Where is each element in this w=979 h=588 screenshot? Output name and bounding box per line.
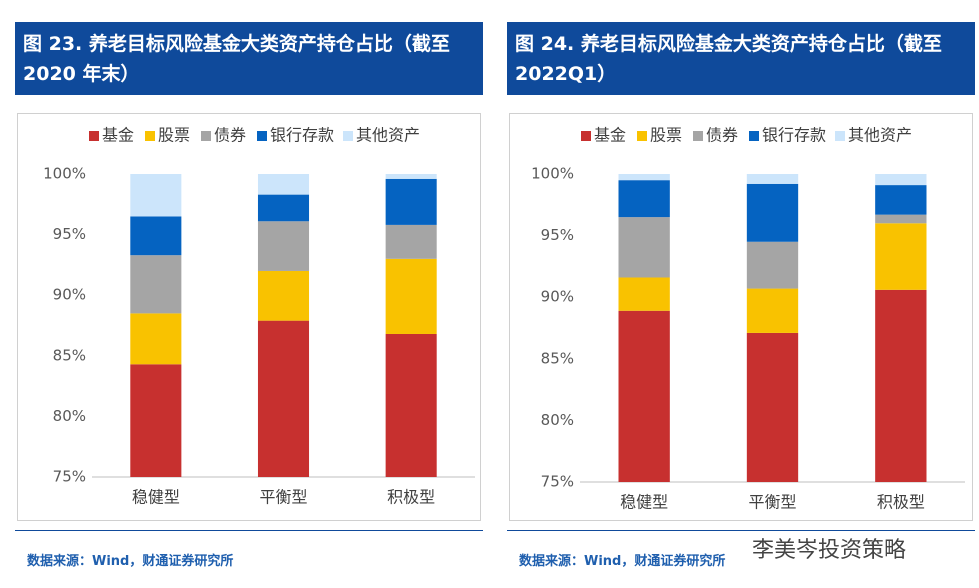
- bar-segment: [385, 174, 437, 179]
- bar-segment: [875, 223, 927, 290]
- bar-segment: [875, 185, 927, 215]
- legend-swatch: [343, 131, 353, 141]
- legend-swatch: [637, 131, 647, 141]
- bar-segment: [130, 313, 182, 365]
- legend-swatch: [693, 131, 703, 141]
- chart: 75% 80% 85% 90% 95% 100% 稳健型 平衡型 积极型 基金 股票 债券 银行存款 其他…: [531, 126, 965, 512]
- divider: [15, 530, 483, 531]
- chart-frame: [17, 113, 481, 521]
- chart: 75% 80% 85% 90% 95% 100% 稳健型 平衡型 积极型 基金 股票 债券 银行存款 其他…: [43, 126, 475, 507]
- y-tick-label: 80%: [541, 411, 574, 429]
- bar-segment: [746, 241, 799, 289]
- bar-segment: [746, 332, 799, 482]
- legend-label: 债券: [214, 126, 246, 145]
- bar-segment: [385, 333, 437, 477]
- bar-segment: [130, 255, 182, 314]
- bar-segment: [257, 174, 310, 195]
- bar-segment: [385, 224, 437, 259]
- y-tick-label: 90%: [53, 286, 86, 304]
- chart-panel: 图 24. 养老目标风险基金大类资产持仓占比（截至 2022Q1） 75% 80%…: [507, 22, 975, 582]
- y-tick-label: 100%: [43, 165, 86, 183]
- source-note: 数据来源：Wind，财通证券研究所: [27, 554, 234, 569]
- legend-swatch: [89, 131, 99, 141]
- bar-segment: [257, 320, 310, 477]
- bar-segment: [746, 288, 799, 333]
- bar-segment: [618, 217, 670, 278]
- y-tick-label: 100%: [531, 165, 574, 183]
- legend-label: 其他资产: [848, 126, 912, 145]
- y-tick-label: 75%: [53, 468, 86, 486]
- legend-swatch: [749, 131, 759, 141]
- y-tick-label: 90%: [541, 288, 574, 306]
- bar-segment: [130, 174, 182, 217]
- bar-segment: [257, 194, 310, 222]
- legend-label: 股票: [650, 126, 682, 145]
- divider: [507, 530, 975, 531]
- y-tick-label: 75%: [541, 473, 574, 491]
- bar-segment: [130, 364, 182, 477]
- x-tick-label: 稳健型: [620, 493, 668, 512]
- y-tick-label: 85%: [541, 349, 574, 367]
- chart-title: 图 24. 养老目标风险基金大类资产持仓占比（截至 2022Q1）: [507, 22, 975, 95]
- legend-label: 银行存款: [270, 126, 334, 145]
- bar-segment: [385, 258, 437, 334]
- x-tick-label: 稳健型: [132, 488, 180, 507]
- bar-segment: [618, 277, 670, 311]
- legend-label: 银行存款: [762, 126, 826, 145]
- bar-segment: [875, 214, 927, 224]
- legend-label: 其他资产: [356, 126, 420, 145]
- y-tick-label: 95%: [53, 225, 86, 243]
- x-tick-label: 平衡型: [259, 488, 307, 507]
- legend-label: 基金: [102, 126, 134, 145]
- bar-segment: [618, 310, 670, 482]
- bar-segment: [130, 216, 182, 256]
- watermark: 李美岑投资策略: [752, 538, 907, 563]
- y-tick-label: 85%: [53, 346, 86, 364]
- legend-label: 基金: [594, 126, 626, 145]
- x-tick-label: 积极型: [387, 488, 435, 507]
- y-tick-label: 80%: [53, 407, 86, 425]
- legend-swatch: [257, 131, 267, 141]
- chart-title: 图 23. 养老目标风险基金大类资产持仓占比（截至 2020 年末）: [15, 22, 483, 95]
- bar-segment: [875, 174, 927, 186]
- legend-swatch: [145, 131, 155, 141]
- bar-segment: [385, 178, 437, 225]
- source-note: 数据来源：Wind，财通证券研究所: [519, 554, 726, 569]
- bar-segment: [746, 183, 799, 242]
- legend-swatch: [835, 131, 845, 141]
- bar-segment: [257, 221, 310, 271]
- bar-segment: [746, 174, 799, 184]
- bar-segment: [618, 174, 670, 181]
- x-tick-label: 积极型: [877, 493, 925, 512]
- bar-segment: [875, 289, 927, 482]
- chart-panel: 图 23. 养老目标风险基金大类资产持仓占比（截至 2020 年末） 75% 80…: [15, 22, 483, 582]
- legend-swatch: [201, 131, 211, 141]
- x-tick-label: 平衡型: [748, 493, 796, 512]
- bar-segment: [618, 180, 670, 218]
- legend-label: 债券: [706, 126, 738, 145]
- legend-swatch: [581, 131, 591, 141]
- chart-frame: [509, 113, 973, 521]
- y-tick-label: 95%: [541, 226, 574, 244]
- legend-label: 股票: [158, 126, 190, 145]
- bar-segment: [257, 270, 310, 321]
